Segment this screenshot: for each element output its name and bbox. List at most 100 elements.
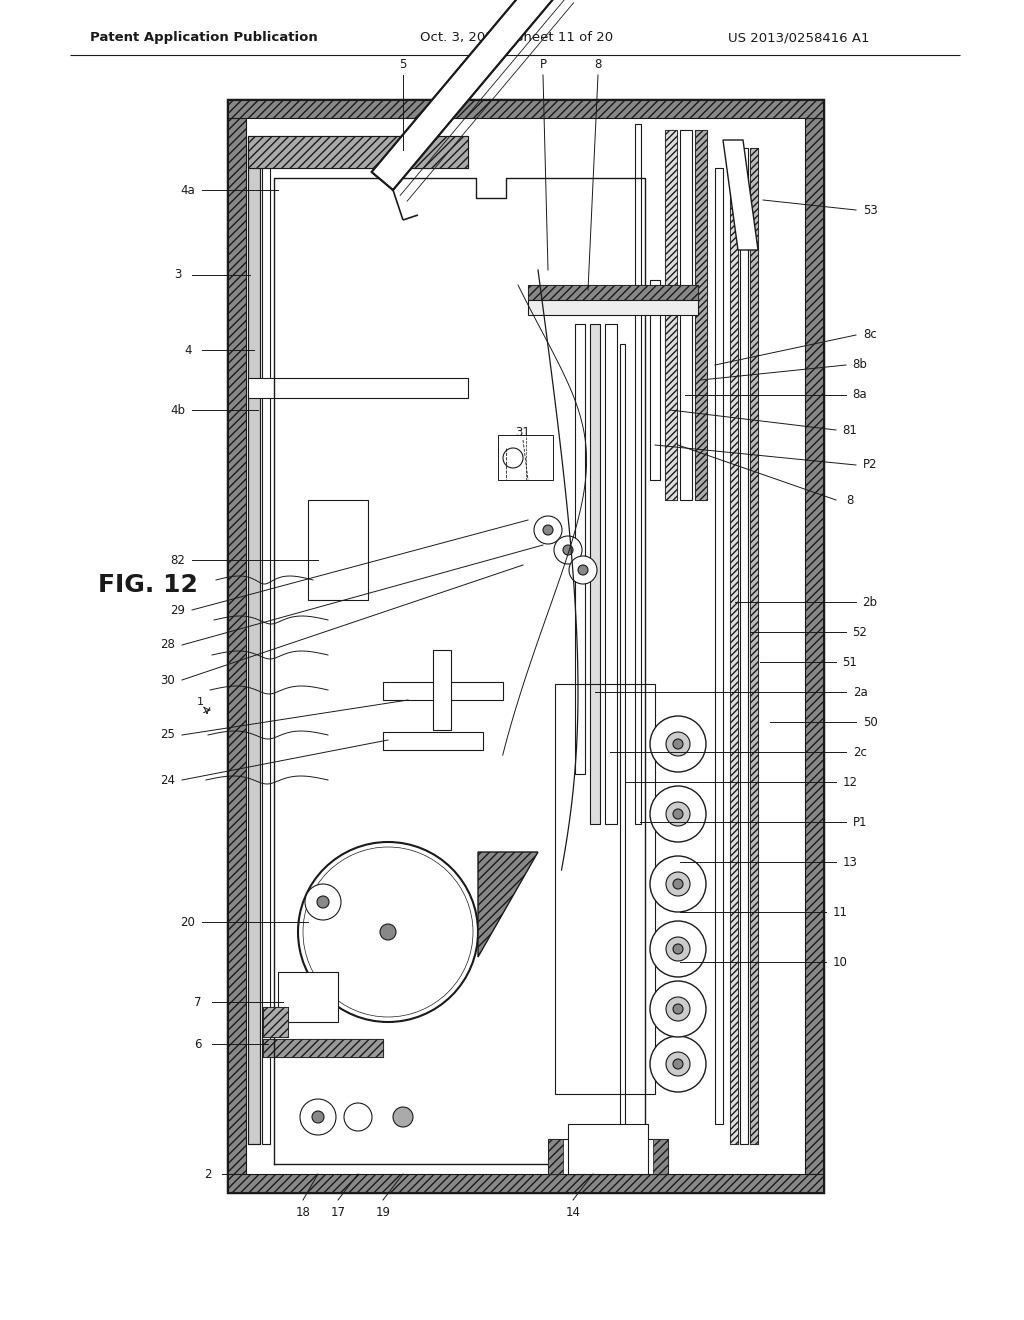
Bar <box>383 682 503 700</box>
Bar <box>263 1039 383 1057</box>
Text: 50: 50 <box>862 715 878 729</box>
Bar <box>575 323 585 774</box>
Bar <box>548 1139 668 1173</box>
Text: 7: 7 <box>195 995 202 1008</box>
Bar <box>262 148 270 1144</box>
Text: P2: P2 <box>863 458 878 471</box>
Circle shape <box>650 715 706 772</box>
Text: 12: 12 <box>843 776 857 788</box>
Circle shape <box>673 944 683 954</box>
Circle shape <box>344 1104 372 1131</box>
Circle shape <box>673 809 683 818</box>
Circle shape <box>673 879 683 888</box>
Text: FIG. 12: FIG. 12 <box>98 573 198 597</box>
Bar <box>695 129 707 500</box>
Text: 24: 24 <box>161 774 175 787</box>
Circle shape <box>312 1111 324 1123</box>
Text: 28: 28 <box>161 639 175 652</box>
Circle shape <box>300 1100 336 1135</box>
Circle shape <box>666 803 690 826</box>
Bar <box>263 1007 288 1038</box>
Circle shape <box>305 884 341 920</box>
Bar <box>730 148 738 1144</box>
Text: 82: 82 <box>171 553 185 566</box>
Bar <box>248 148 260 1144</box>
Bar <box>278 972 338 1022</box>
Text: P1: P1 <box>853 816 867 829</box>
Circle shape <box>666 997 690 1020</box>
Bar <box>263 1007 288 1038</box>
Text: 1: 1 <box>197 697 204 708</box>
Bar <box>653 1139 668 1173</box>
Circle shape <box>673 1059 683 1069</box>
Bar <box>568 1125 648 1173</box>
Bar <box>740 148 748 1144</box>
Bar <box>308 500 368 601</box>
Text: 52: 52 <box>853 626 867 639</box>
Text: 25: 25 <box>161 729 175 742</box>
Bar <box>805 100 823 1192</box>
Text: US 2013/0258416 A1: US 2013/0258416 A1 <box>728 32 870 45</box>
Bar <box>228 100 823 1192</box>
Bar <box>665 129 677 500</box>
Circle shape <box>650 1036 706 1092</box>
Text: 32: 32 <box>499 433 513 446</box>
Text: 11: 11 <box>833 906 848 919</box>
Bar <box>695 129 707 500</box>
Text: 30: 30 <box>161 673 175 686</box>
Circle shape <box>554 536 582 564</box>
Text: 8: 8 <box>846 494 854 507</box>
Text: 29: 29 <box>171 603 185 616</box>
Bar <box>248 378 468 399</box>
Bar <box>750 148 758 1144</box>
Text: 8: 8 <box>594 58 602 71</box>
Circle shape <box>563 545 573 554</box>
Bar <box>605 323 617 824</box>
Text: 18: 18 <box>296 1205 310 1218</box>
Bar <box>248 136 468 168</box>
Bar <box>680 129 692 500</box>
Text: 5: 5 <box>399 58 407 71</box>
Text: 31: 31 <box>515 425 530 438</box>
Text: 20: 20 <box>180 916 196 928</box>
Circle shape <box>666 1052 690 1076</box>
Bar <box>620 345 625 1144</box>
Circle shape <box>543 525 553 535</box>
Text: 4b: 4b <box>171 404 185 417</box>
Polygon shape <box>723 140 758 249</box>
Text: 8b: 8b <box>853 359 867 371</box>
Circle shape <box>317 896 329 908</box>
Circle shape <box>650 981 706 1038</box>
Bar <box>555 684 655 1094</box>
Text: 6: 6 <box>195 1038 202 1051</box>
Text: 19: 19 <box>376 1205 390 1218</box>
Bar <box>246 117 805 1173</box>
Bar <box>715 168 723 1125</box>
Text: 51: 51 <box>843 656 857 668</box>
Bar <box>228 1173 823 1192</box>
Bar <box>635 124 641 824</box>
Text: 4: 4 <box>184 343 191 356</box>
Bar <box>548 1139 563 1173</box>
Bar <box>263 1039 383 1057</box>
Bar <box>528 300 698 315</box>
Circle shape <box>534 516 562 544</box>
Text: 2a: 2a <box>853 685 867 698</box>
Bar <box>228 100 246 1192</box>
Text: 17: 17 <box>331 1205 345 1218</box>
Bar <box>498 436 553 480</box>
Circle shape <box>673 1005 683 1014</box>
Text: 14: 14 <box>565 1205 581 1218</box>
Circle shape <box>578 565 588 576</box>
Text: 13: 13 <box>843 855 857 869</box>
Bar <box>590 323 600 824</box>
Text: P: P <box>540 58 547 71</box>
Bar <box>383 733 483 750</box>
Text: 4a: 4a <box>180 183 196 197</box>
Text: 2b: 2b <box>862 595 878 609</box>
Circle shape <box>650 785 706 842</box>
Circle shape <box>650 855 706 912</box>
Bar <box>730 148 738 1144</box>
Circle shape <box>393 1107 413 1127</box>
Circle shape <box>503 447 523 469</box>
